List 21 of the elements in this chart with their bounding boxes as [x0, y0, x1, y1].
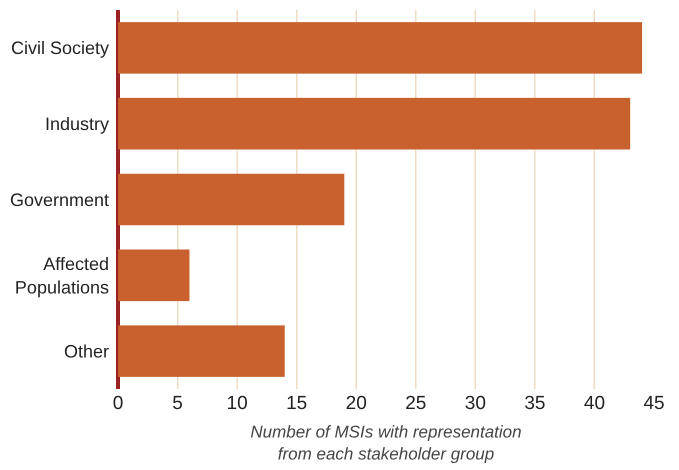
bar [118, 325, 285, 377]
x-tick-label: 10 [226, 393, 248, 414]
x-axis-title: Number of MSIs with representation from each stakeholder group [250, 422, 522, 464]
y-tick-label: Affected Populations [14, 254, 109, 298]
y-tick-label: Civil Society [10, 38, 109, 58]
y-tick-label: Other [64, 341, 109, 362]
y-tick-label: Government [10, 190, 109, 210]
y-tick-label: Industry [44, 114, 109, 134]
x-tick-label: 40 [584, 393, 606, 414]
bar [118, 22, 642, 74]
x-tick-label: 30 [464, 393, 486, 414]
x-tick-label: 15 [286, 393, 308, 414]
bar [118, 98, 630, 150]
x-tick-label: 45 [643, 393, 665, 414]
bar [118, 250, 190, 302]
x-tick-label: 20 [346, 393, 367, 414]
x-tick-label: 5 [172, 393, 183, 414]
x-tick-label: 35 [524, 393, 546, 414]
bar [118, 174, 344, 226]
x-tick-label: 0 [112, 393, 124, 414]
x-tick-label: 25 [405, 393, 426, 414]
